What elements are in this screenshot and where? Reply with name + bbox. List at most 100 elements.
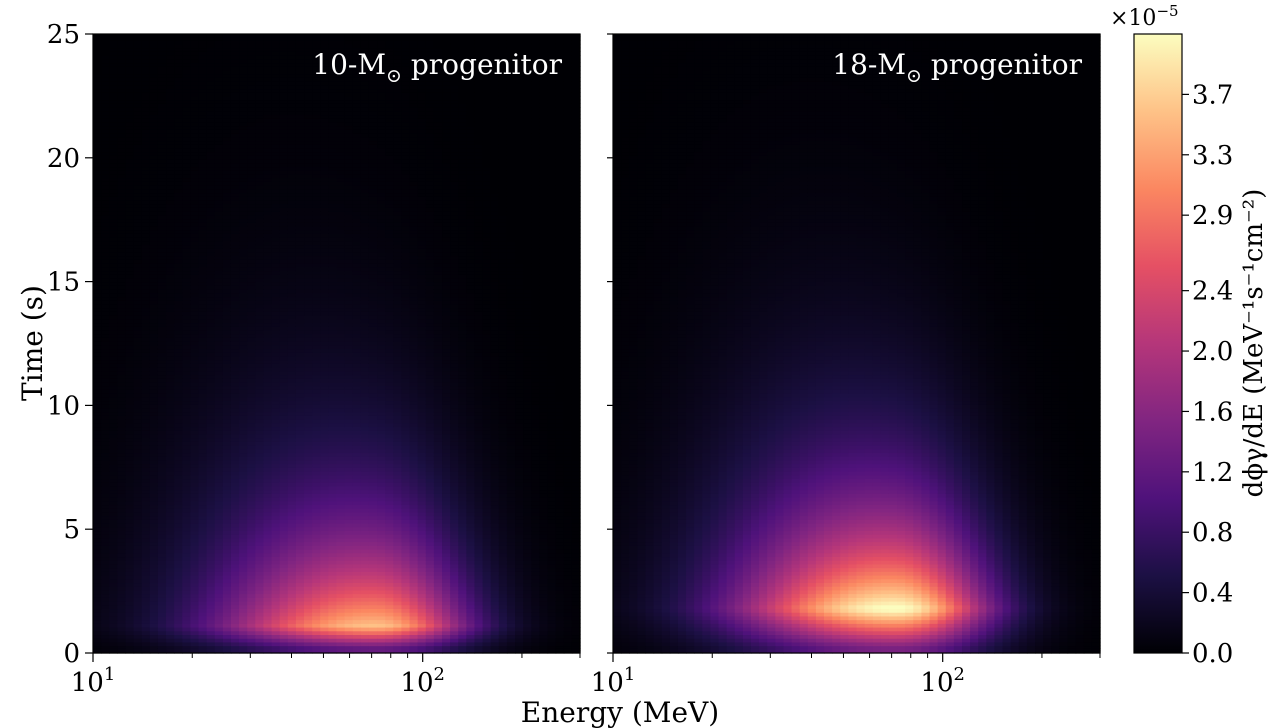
heatmap-cell — [117, 196, 126, 200]
heatmap-cell — [231, 456, 240, 460]
heatmap-cell — [263, 204, 272, 208]
heatmap-cell — [247, 311, 256, 315]
heatmap-cell — [166, 638, 175, 642]
heatmap-cell — [280, 81, 289, 85]
heatmap-cell — [280, 530, 289, 534]
heatmap-cell — [199, 62, 208, 66]
heatmap-cell — [150, 423, 159, 427]
heatmap-cell — [190, 452, 199, 456]
heatmap-cell — [255, 631, 264, 635]
heatmap-cell — [239, 259, 248, 263]
heatmap-cell — [263, 133, 272, 137]
heatmap-cell — [109, 438, 118, 442]
heatmap-cell — [101, 174, 110, 178]
heatmap-cell — [231, 449, 240, 453]
heatmap-cell — [255, 456, 264, 460]
heatmap-cell — [304, 111, 313, 115]
heatmap-cell — [312, 144, 321, 148]
heatmap-cell — [312, 178, 321, 182]
heatmap-cell — [101, 222, 110, 226]
heatmap-cell — [247, 497, 256, 501]
heatmap-cell — [117, 289, 126, 293]
heatmap-cell — [272, 519, 281, 523]
heatmap-cell — [288, 282, 297, 286]
heatmap-cell — [312, 81, 321, 85]
heatmap-cell — [312, 100, 321, 104]
heatmap-cell — [117, 100, 126, 104]
heatmap-cell — [215, 590, 224, 594]
heatmap-cell — [109, 404, 118, 408]
heatmap-cell — [150, 378, 159, 382]
heatmap-cell — [280, 490, 289, 494]
heatmap-cell — [142, 378, 151, 382]
heatmap-cell — [247, 152, 256, 156]
heatmap-cell — [215, 181, 224, 185]
heatmap-cell — [215, 244, 224, 248]
heatmap-cell — [109, 259, 118, 263]
heatmap-cell — [101, 252, 110, 256]
heatmap-cell — [182, 226, 191, 230]
heatmap-cell — [142, 464, 151, 468]
heatmap-cell — [150, 140, 159, 144]
heatmap-cell — [158, 348, 167, 352]
heatmap-cell — [296, 181, 305, 185]
heatmap-cell — [101, 237, 110, 241]
heatmap-cell — [247, 612, 256, 616]
heatmap-cell — [304, 493, 313, 497]
heatmap-cell — [288, 623, 297, 627]
heatmap-cell — [223, 40, 232, 44]
heatmap-cell — [263, 363, 272, 367]
heatmap-cell — [142, 144, 151, 148]
heatmap-cell — [158, 330, 167, 334]
heatmap-cell — [263, 122, 272, 126]
heatmap-cell — [182, 51, 191, 55]
heatmap-cell — [255, 263, 264, 267]
heatmap-cell — [101, 293, 110, 297]
heatmap-cell — [117, 642, 126, 646]
heatmap-cell — [207, 478, 216, 482]
heatmap-cell — [142, 516, 151, 520]
heatmap-cell — [328, 549, 337, 553]
heatmap-cell — [174, 100, 183, 104]
heatmap-cell — [101, 66, 110, 70]
heatmap-cell — [272, 282, 281, 286]
heatmap-cell — [101, 88, 110, 92]
heatmap-cell — [280, 185, 289, 189]
heatmap-cell — [182, 96, 191, 100]
heatmap-cell — [166, 48, 175, 52]
heatmap-cell — [150, 478, 159, 482]
heatmap-cell — [93, 241, 102, 245]
heatmap-cell — [304, 196, 313, 200]
heatmap-cell — [125, 634, 134, 638]
heatmap-cell — [166, 549, 175, 553]
heatmap-cell — [207, 382, 216, 386]
heatmap-cell — [239, 345, 248, 349]
heatmap-cell — [199, 627, 208, 631]
heatmap-cell — [182, 170, 191, 174]
heatmap-cell — [93, 478, 102, 482]
heatmap-cell — [190, 412, 199, 416]
heatmap-cell — [125, 233, 134, 237]
heatmap-cell — [117, 107, 126, 111]
heatmap-cell — [231, 464, 240, 468]
heatmap-cell — [263, 441, 272, 445]
heatmap-cell — [150, 590, 159, 594]
heatmap-cell — [125, 334, 134, 338]
heatmap-cell — [223, 352, 232, 356]
heatmap-cell — [207, 419, 216, 423]
heatmap-cell — [320, 289, 329, 293]
heatmap-cell — [328, 608, 337, 612]
heatmap-cell — [142, 218, 151, 222]
heatmap-cell — [174, 222, 183, 226]
heatmap-cell — [101, 530, 110, 534]
heatmap-cell — [174, 170, 183, 174]
heatmap-cell — [255, 419, 264, 423]
heatmap-cell — [239, 545, 248, 549]
heatmap-cell — [93, 126, 102, 130]
heatmap-cell — [296, 267, 305, 271]
heatmap-cell — [142, 434, 151, 438]
heatmap-cell — [272, 81, 281, 85]
heatmap-cell — [280, 568, 289, 572]
heatmap-cell — [199, 452, 208, 456]
heatmap-cell — [255, 296, 264, 300]
